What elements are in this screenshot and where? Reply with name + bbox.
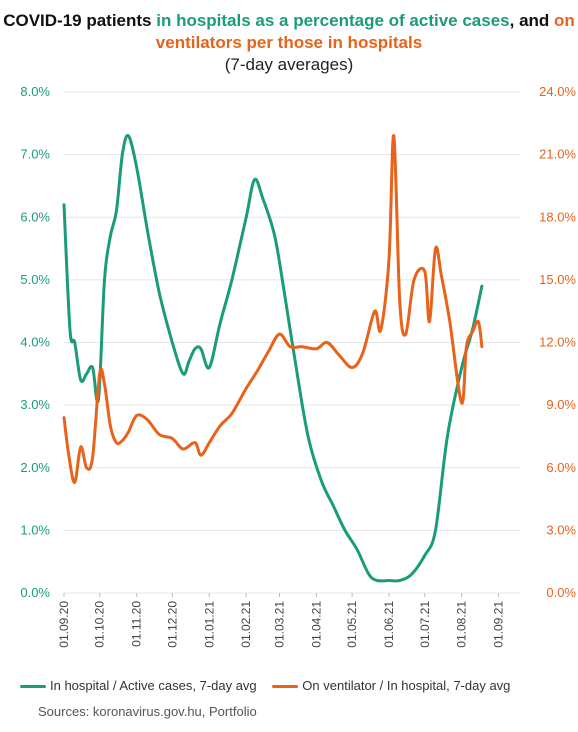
y-right-tick-label: 18.0% <box>539 209 576 224</box>
y-right-tick-label: 12.0% <box>539 335 576 350</box>
y-right-tick-label: 24.0% <box>539 84 576 99</box>
x-tick-label: 01.10.20 <box>93 601 107 648</box>
legend-item-orange: On ventilator / In hospital, 7-day avg <box>272 678 510 693</box>
y-right-tick-label: 3.0% <box>546 522 576 537</box>
x-tick-label: 01.11.20 <box>130 601 144 647</box>
series-line-ventilator-ratio <box>62 134 484 484</box>
legend-swatch-green <box>20 685 46 689</box>
y-left-tick-label: 3.0% <box>20 397 50 412</box>
x-tick-label: 01.07.21 <box>418 601 432 648</box>
series-line-hospital-ratio <box>62 134 484 583</box>
title-part-1: COVID-19 patients <box>3 11 157 30</box>
x-tick-label: 01.03.21 <box>272 601 286 648</box>
legend: In hospital / Active cases, 7-day avg On… <box>20 678 578 693</box>
y-left-tick-label: 6.0% <box>20 209 50 224</box>
x-tick-label: 01.09.21 <box>492 601 506 648</box>
x-tick-label: 01.01.21 <box>202 601 216 648</box>
chart-subtitle: (7-day averages) <box>224 55 354 74</box>
legend-label-green: In hospital / Active cases, 7-day avg <box>50 678 257 693</box>
source-note: Sources: koronavirus.gov.hu, Portfolio <box>38 704 257 719</box>
y-left-tick-label: 1.0% <box>20 522 50 537</box>
x-tick-label: 01.02.21 <box>239 601 253 648</box>
x-tick-label: 01.05.21 <box>345 601 359 648</box>
y-right-tick-label: 21.0% <box>539 147 576 162</box>
x-tick-label: 01.12.20 <box>165 601 179 648</box>
title-part-green: in hospitals as a percentage of active c… <box>156 11 510 30</box>
y-left-tick-label: 0.0% <box>20 585 50 600</box>
y-right-tick-label: 15.0% <box>539 272 576 287</box>
legend-swatch-orange <box>272 685 299 689</box>
x-tick-label: 01.04.21 <box>309 601 323 648</box>
y-left-tick-label: 5.0% <box>20 272 50 287</box>
y-left-tick-label: 4.0% <box>20 335 50 350</box>
title-part-orange: on ventilators per those in hospitals <box>155 11 575 52</box>
title-part-3: , and <box>509 11 555 30</box>
x-tick-label: 01.06.21 <box>382 601 396 648</box>
y-right-tick-label: 0.0% <box>546 585 576 600</box>
y-left-tick-label: 8.0% <box>20 84 50 99</box>
y-left-tick-label: 2.0% <box>20 460 50 475</box>
x-tick-label: 01.08.21 <box>455 601 469 648</box>
legend-label-orange: On ventilator / In hospital, 7-day avg <box>302 678 511 693</box>
chart-title: COVID-19 patients in hospitals as a perc… <box>0 10 578 76</box>
x-tick-label: 01.09.20 <box>57 601 71 648</box>
y-left-tick-label: 7.0% <box>20 147 50 162</box>
y-right-tick-label: 9.0% <box>546 397 576 412</box>
legend-item-green: In hospital / Active cases, 7-day avg <box>20 678 257 693</box>
y-right-tick-label: 6.0% <box>546 460 576 475</box>
